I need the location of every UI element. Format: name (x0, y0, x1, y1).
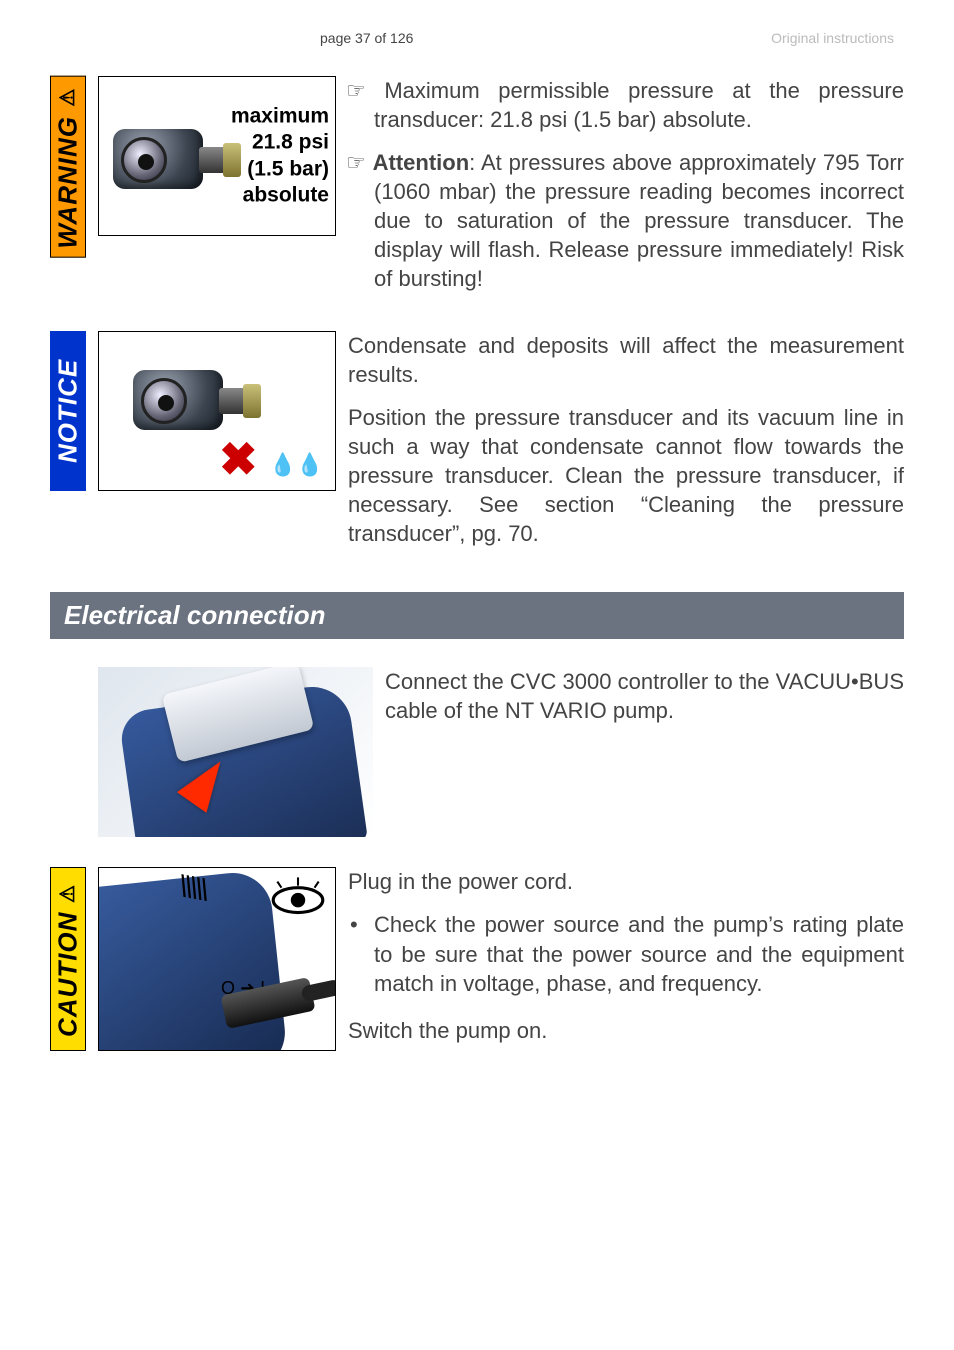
motion-lines-icon: \\\\\ (176, 870, 208, 908)
pointer-icon: ☞ (346, 78, 384, 103)
caption-line: absolute (231, 182, 329, 208)
caution-badge: CAUTION ⚠ (50, 867, 86, 1051)
warning-figure-caption: maximum 21.8 psi (1.5 bar) absolute (231, 104, 329, 209)
section-heading: Electrical connection (50, 592, 904, 639)
warning-triangle-icon: ⚠ (56, 88, 81, 107)
connect-figure (98, 667, 373, 837)
caution-row: CAUTION ⚠ \\\\\ O ➜ I Plug in the power … (50, 867, 904, 1058)
notice-text: Condensate and deposits will affect the … (348, 331, 904, 562)
caution-bullet: Check the power source and the pump’s ra… (374, 910, 904, 997)
notice-para-2: Position the pressure transducer and its… (348, 403, 904, 548)
page-header: page 37 of 126 Original instructions (50, 30, 904, 46)
notice-para-1: Condensate and deposits will affect the … (348, 331, 904, 389)
caution-triangle-icon: ⚠ (56, 884, 81, 903)
warning-badge: WARNING ⚠ (50, 76, 86, 258)
connect-row: Connect the CVC 3000 controller to the V… (50, 667, 904, 837)
caution-badge-text: CAUTION (53, 912, 84, 1037)
warning-bullet-1: Maximum permissible pressure at the pres… (374, 78, 904, 132)
caution-text: Plug in the power cord. Check the power … (348, 867, 904, 1058)
warning-row: WARNING ⚠ maximum 21.8 psi (1.5 bar) abs… (50, 76, 904, 307)
caution-figure: \\\\\ O ➜ I (98, 867, 336, 1051)
connect-para: Connect the CVC 3000 controller to the V… (385, 667, 904, 725)
caution-para-2: Switch the pump on. (348, 1016, 904, 1045)
connect-text: Connect the CVC 3000 controller to the V… (385, 667, 904, 739)
water-drops-icon: 💧💧 (269, 452, 324, 478)
caption-line: (1.5 bar) (231, 156, 329, 182)
notice-badge-text: NOTICE (53, 359, 84, 463)
caption-line: 21.8 psi (231, 130, 329, 156)
pressure-transducer-icon (133, 354, 253, 444)
notice-row: NOTICE ✖ 💧💧 Condensate and deposits will… (50, 331, 904, 562)
notice-figure: ✖ 💧💧 (98, 331, 336, 491)
warning-figure: maximum 21.8 psi (1.5 bar) absolute (98, 76, 336, 236)
reject-x-icon: ✖ (219, 432, 258, 486)
attention-label: Attention (373, 150, 470, 175)
caution-para-1: Plug in the power cord. (348, 867, 904, 896)
notice-badge: NOTICE (50, 331, 86, 491)
page-number: page 37 of 126 (320, 30, 413, 46)
doc-type-label: Original instructions (771, 30, 894, 46)
warning-badge-text: WARNING (53, 116, 84, 249)
caption-line: maximum (231, 104, 329, 130)
pressure-transducer-icon (113, 113, 233, 203)
warning-text: ☞ Maximum permissible pressure at the pr… (348, 76, 904, 307)
pointer-icon: ☞ (346, 150, 373, 175)
eye-icon (267, 874, 329, 918)
